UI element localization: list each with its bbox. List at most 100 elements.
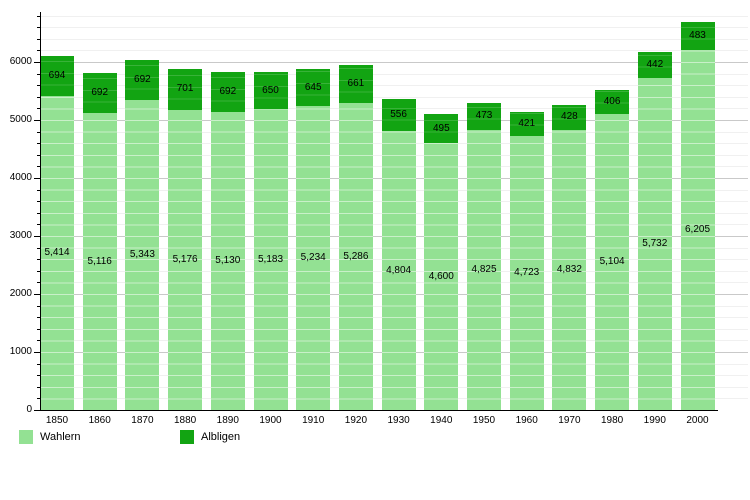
y-tick bbox=[37, 363, 40, 365]
bar-segment-wahlern bbox=[381, 131, 416, 410]
bar-segment-albligen bbox=[595, 90, 630, 114]
bar-value-label-wahlern: 5,286 bbox=[343, 250, 369, 262]
bar-value-label-wahlern: 5,414 bbox=[44, 246, 70, 258]
bar-segment-albligen bbox=[381, 99, 416, 132]
bar-value-label-albligen: 650 bbox=[262, 84, 279, 96]
bar-value-label-wahlern: 5,183 bbox=[257, 253, 284, 265]
bar-value-label-albligen: 421 bbox=[518, 117, 536, 129]
bar-value-label-albligen: 473 bbox=[475, 110, 493, 122]
x-tick-label: 1870 bbox=[131, 415, 154, 426]
bar-segment-wahlern bbox=[424, 143, 459, 410]
bar-value-label-wahlern: 5,732 bbox=[642, 237, 668, 249]
x-tick-label: 1880 bbox=[173, 415, 197, 426]
bar-segment-wahlern bbox=[168, 109, 203, 410]
bar-segment-albligen bbox=[338, 65, 373, 104]
y-tick bbox=[37, 201, 40, 203]
y-tick bbox=[34, 294, 40, 295]
x-tick-label: 1900 bbox=[259, 415, 282, 426]
x-tick-label: 1940 bbox=[430, 415, 453, 426]
bar-value-label-wahlern: 4,825 bbox=[471, 264, 497, 276]
bar-segment-albligen bbox=[467, 102, 501, 131]
y-tick bbox=[37, 398, 40, 400]
y-tick bbox=[37, 85, 40, 87]
x-tick-label: 1910 bbox=[302, 415, 325, 426]
bar-value-label-albligen: 428 bbox=[561, 111, 578, 123]
y-tick bbox=[37, 259, 40, 261]
y-tick-label: 4000 bbox=[9, 172, 32, 183]
y-tick bbox=[37, 108, 40, 110]
bar-segment-wahlern bbox=[680, 50, 715, 410]
bar-value-label-wahlern: 4,600 bbox=[428, 270, 454, 282]
y-tick bbox=[37, 317, 40, 319]
bar-segment-wahlern bbox=[552, 129, 587, 410]
x-tick-label: 1980 bbox=[600, 415, 624, 426]
x-tick-label: 1890 bbox=[216, 415, 239, 426]
y-tick bbox=[37, 189, 40, 191]
legend-label-wahlern: Wahlern bbox=[40, 431, 81, 443]
y-tick bbox=[34, 62, 40, 63]
grid-line bbox=[40, 15, 748, 17]
legend: Wahlern Albligen bbox=[0, 429, 750, 449]
grid-line bbox=[40, 85, 748, 87]
bar-segment-albligen bbox=[680, 22, 715, 51]
y-tick-label: 1000 bbox=[9, 346, 32, 357]
y-tick-label: 0 bbox=[26, 404, 32, 415]
y-tick bbox=[37, 282, 40, 284]
y-tick bbox=[34, 178, 40, 179]
bar-value-label-albligen: 556 bbox=[390, 109, 407, 121]
bar-segment-albligen bbox=[82, 73, 117, 114]
bar-value-label-albligen: 483 bbox=[689, 30, 706, 42]
bar-value-label-albligen: 661 bbox=[347, 78, 365, 90]
bar-segment-albligen bbox=[296, 69, 331, 107]
x-tick-label: 1860 bbox=[88, 415, 111, 426]
bar-value-label-albligen: 701 bbox=[176, 83, 194, 95]
bar-segment-wahlern bbox=[595, 113, 630, 410]
y-tick-label: 6000 bbox=[9, 56, 32, 67]
bar-value-label-wahlern: 5,104 bbox=[599, 255, 625, 267]
x-axis bbox=[40, 410, 718, 411]
bar-segment-wahlern bbox=[210, 112, 245, 410]
bar-segment-albligen bbox=[552, 104, 587, 130]
y-tick bbox=[37, 212, 40, 214]
bar-segment-albligen bbox=[509, 111, 544, 137]
bar-segment-albligen bbox=[210, 72, 245, 113]
y-tick bbox=[34, 236, 40, 237]
bar-segment-wahlern bbox=[253, 109, 288, 410]
y-tick bbox=[37, 131, 40, 133]
y-tick-label: 2000 bbox=[9, 288, 32, 299]
y-tick bbox=[37, 15, 40, 17]
bar-value-label-wahlern: 6,205 bbox=[684, 224, 711, 236]
legend-swatch-wahlern bbox=[19, 430, 33, 444]
x-tick-label: 1930 bbox=[387, 415, 410, 426]
grid-line bbox=[40, 27, 748, 29]
bar-value-label-wahlern: 5,234 bbox=[300, 252, 326, 264]
bar-segment-albligen bbox=[40, 55, 74, 96]
x-tick-label: 1920 bbox=[344, 415, 368, 426]
bar-value-label-albligen: 406 bbox=[603, 96, 621, 108]
bar-segment-wahlern bbox=[40, 95, 74, 410]
grid-line bbox=[40, 73, 748, 75]
x-tick-label: 1950 bbox=[472, 415, 496, 426]
bar-value-label-albligen: 495 bbox=[432, 122, 450, 134]
bar-segment-wahlern bbox=[296, 106, 331, 410]
bar-value-label-wahlern: 5,176 bbox=[172, 253, 198, 265]
bar-value-label-albligen: 692 bbox=[134, 74, 151, 86]
bar-value-label-albligen: 645 bbox=[304, 81, 322, 93]
y-tick bbox=[37, 328, 40, 330]
bar-value-label-wahlern: 4,804 bbox=[386, 264, 412, 276]
y-tick bbox=[37, 27, 40, 29]
y-tick bbox=[37, 50, 40, 52]
x-tick-label: 1970 bbox=[558, 415, 581, 426]
y-tick bbox=[37, 340, 40, 342]
y-axis bbox=[40, 12, 41, 411]
bar-segment-albligen bbox=[637, 51, 672, 78]
y-tick-label: 3000 bbox=[9, 230, 32, 241]
y-tick bbox=[34, 352, 40, 353]
bar-segment-albligen bbox=[125, 59, 160, 101]
x-tick-label: 1990 bbox=[643, 415, 666, 426]
y-tick bbox=[37, 143, 40, 145]
bar-value-label-wahlern: 5,130 bbox=[215, 255, 241, 267]
x-tick-label: 1960 bbox=[515, 415, 538, 426]
y-tick bbox=[37, 96, 40, 98]
y-tick bbox=[37, 224, 40, 226]
